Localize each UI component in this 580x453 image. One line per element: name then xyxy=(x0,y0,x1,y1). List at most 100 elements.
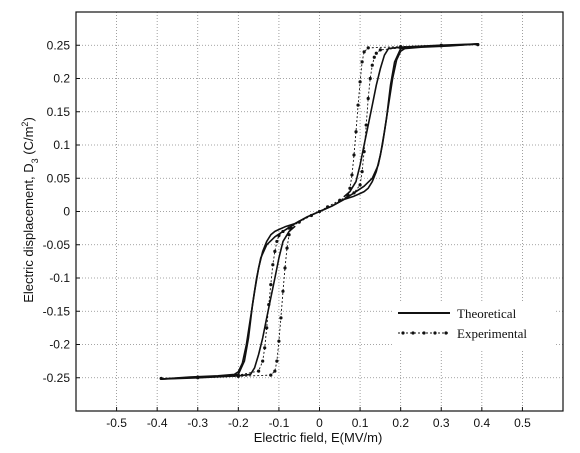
y-axis-label-main: Electric displacement, D xyxy=(21,163,36,302)
y-tick-label: 0.1 xyxy=(53,138,70,152)
data-point-experimental xyxy=(297,220,301,224)
tick-labels: -0.5 -0.4 -0.3 -0.2 -0.1 0 0.1 0.2 0.3 0.4 0.5 -0.2… xyxy=(43,38,531,430)
x-tick-label: -0.1 xyxy=(269,416,290,430)
data-point-experimental xyxy=(350,173,354,177)
data-point-experimental xyxy=(362,150,366,154)
y-tick-label: 0.25 xyxy=(47,38,71,52)
data-point-experimental xyxy=(269,283,273,287)
y-axis-label-unit: (C/m xyxy=(21,127,36,159)
y-tick-label: 0.05 xyxy=(47,171,71,185)
data-point-experimental xyxy=(348,186,352,190)
data-point-experimental xyxy=(476,42,480,47)
data-point-experimental xyxy=(346,193,350,197)
data-point-experimental xyxy=(352,153,356,157)
data-point-experimental xyxy=(399,44,403,49)
x-axis-label: Electric field, E(MV/m) xyxy=(254,430,383,445)
y-axis-label: Electric displacement, D3 (C/m2) xyxy=(20,117,40,303)
data-point-experimental xyxy=(378,48,382,52)
legend-marker xyxy=(422,331,426,335)
y-axis-label-subscript: 3 xyxy=(30,158,40,163)
data-point-experimental xyxy=(279,316,283,320)
legend-box xyxy=(392,302,556,350)
legend-label-theoretical: Theoretical xyxy=(457,306,517,321)
data-point-experimental xyxy=(358,183,362,187)
data-curves xyxy=(159,42,480,381)
data-point-experimental xyxy=(287,233,291,237)
data-point-experimental xyxy=(366,96,370,101)
y-axis-label-superscript: 2 xyxy=(20,122,30,127)
data-point-experimental xyxy=(360,60,364,64)
data-point-experimental xyxy=(366,46,370,50)
x-tick-label: 0.4 xyxy=(473,416,490,430)
data-point-experimental xyxy=(358,80,362,84)
data-point-experimental xyxy=(267,303,271,307)
data-point-experimental xyxy=(269,373,273,377)
data-point-experimental xyxy=(338,198,342,202)
x-tick-label: 0.1 xyxy=(352,416,369,430)
data-point-experimental xyxy=(317,209,322,214)
series-line-theoretical xyxy=(343,43,478,198)
series-line-theoretical xyxy=(161,43,478,380)
y-tick-label: -0.25 xyxy=(43,371,71,385)
axis-ticks xyxy=(76,44,523,411)
data-point-experimental xyxy=(261,359,265,363)
data-point-experimental xyxy=(362,50,366,54)
data-point-experimental xyxy=(356,103,360,107)
data-point-experimental xyxy=(360,170,364,174)
data-point-experimental xyxy=(281,229,285,234)
x-tick-label: -0.4 xyxy=(147,416,168,430)
data-point-experimental xyxy=(277,339,281,343)
data-point-experimental xyxy=(372,55,376,59)
x-tick-label: 0.5 xyxy=(514,416,531,430)
data-point-experimental xyxy=(352,191,356,195)
data-point-experimental xyxy=(281,289,285,293)
x-tick-label: 0.3 xyxy=(433,416,450,430)
data-point-experimental xyxy=(285,246,289,250)
legend-label-experimental: Experimental xyxy=(457,326,527,341)
grid-lines xyxy=(76,12,563,411)
data-point-experimental xyxy=(273,249,277,253)
data-point-experimental xyxy=(364,123,368,127)
y-tick-label: -0.1 xyxy=(49,271,70,285)
y-axis-label-unit-close: ) xyxy=(21,117,36,121)
x-tick-label: 0 xyxy=(316,416,323,430)
data-point-experimental xyxy=(277,233,281,238)
data-point-experimental xyxy=(309,213,313,218)
data-point-experimental xyxy=(196,376,200,380)
y-tick-label: -0.2 xyxy=(49,338,70,352)
legend-markers-experimental xyxy=(401,331,448,335)
legend-marker xyxy=(444,331,448,335)
y-tick-label: 0.15 xyxy=(47,105,71,119)
x-tick-label: -0.5 xyxy=(106,416,127,430)
data-point-experimental xyxy=(257,369,261,373)
legend-marker xyxy=(411,331,415,335)
data-point-experimental xyxy=(275,239,279,244)
legend-marker xyxy=(433,331,437,335)
y-tick-label: -0.15 xyxy=(43,304,71,318)
x-tick-label: 0.2 xyxy=(392,416,409,430)
data-point-experimental xyxy=(236,374,240,379)
data-point-experimental xyxy=(275,359,279,363)
y-tick-label: 0.2 xyxy=(53,72,70,86)
x-tick-label: -0.3 xyxy=(187,416,208,430)
x-tick-label: -0.2 xyxy=(228,416,249,430)
data-point-experimental xyxy=(273,369,277,373)
data-point-experimental xyxy=(289,226,293,230)
y-tick-label: 0 xyxy=(63,205,70,219)
data-point-experimental xyxy=(283,266,287,270)
data-point-experimental xyxy=(271,263,275,267)
legend: Theoretical Experimental xyxy=(392,302,556,350)
series-line-theoretical xyxy=(161,225,296,380)
data-point-experimental xyxy=(159,376,163,381)
legend-marker xyxy=(401,331,405,335)
data-point-experimental xyxy=(370,63,374,67)
data-point-experimental xyxy=(354,130,358,134)
data-point-experimental xyxy=(263,346,267,350)
y-tick-label: -0.05 xyxy=(43,238,71,252)
data-point-experimental xyxy=(265,326,269,330)
data-point-experimental xyxy=(326,205,330,209)
data-point-experimental xyxy=(374,51,378,55)
data-point-experimental xyxy=(439,43,443,47)
data-point-experimental xyxy=(368,76,372,81)
